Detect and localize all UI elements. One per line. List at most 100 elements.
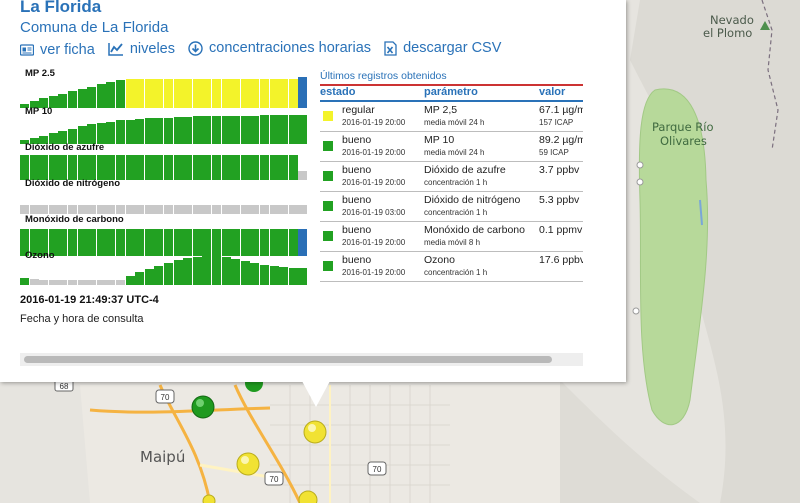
ver-ficha-link[interactable]: ver ficha [20, 42, 95, 58]
hour-bar[interactable] [58, 280, 68, 285]
hour-bar[interactable] [48, 280, 58, 285]
hour-bar[interactable] [221, 205, 231, 214]
hour-bar[interactable] [39, 229, 49, 256]
hour-bar[interactable] [135, 79, 145, 108]
hour-bar[interactable] [96, 205, 106, 214]
descargar-csv-link[interactable]: descargar CSV [384, 40, 501, 56]
hour-bar[interactable] [20, 229, 29, 256]
hour-bar[interactable] [125, 120, 135, 144]
hour-bar[interactable] [125, 155, 135, 180]
hour-bar[interactable] [96, 123, 106, 144]
hour-bar[interactable] [269, 155, 279, 180]
hour-bar[interactable] [144, 118, 154, 144]
hour-bar[interactable] [231, 155, 241, 180]
hour-bar[interactable] [260, 155, 269, 180]
hour-bar[interactable] [202, 256, 212, 285]
hour-bar[interactable] [29, 205, 39, 214]
hour-bar[interactable] [87, 205, 97, 214]
hour-bar[interactable] [116, 120, 125, 144]
hour-bar[interactable] [106, 229, 116, 256]
concentraciones-horarias-link[interactable]: concentraciones horarias [188, 40, 371, 56]
hour-bar[interactable] [298, 268, 308, 285]
hour-bar[interactable] [96, 155, 106, 180]
hour-bar[interactable] [58, 155, 68, 180]
hour-bar[interactable] [240, 116, 250, 144]
hour-bar[interactable] [135, 229, 145, 256]
hour-bar[interactable] [288, 268, 298, 285]
hour-bar[interactable] [240, 79, 250, 108]
hour-bar[interactable] [48, 205, 58, 214]
hour-bar[interactable] [48, 133, 58, 144]
hour-bar[interactable] [250, 229, 260, 256]
hour-bar[interactable] [183, 79, 193, 108]
hour-bar[interactable] [298, 77, 308, 108]
hour-bar[interactable] [144, 155, 154, 180]
hour-bar[interactable] [231, 116, 241, 144]
hour-bar[interactable] [240, 261, 250, 285]
hour-bar[interactable] [279, 205, 289, 214]
hour-bar[interactable] [87, 229, 97, 256]
hour-bar[interactable] [39, 136, 49, 144]
hour-bar[interactable] [68, 229, 77, 256]
hour-bar[interactable] [77, 155, 87, 180]
hour-bar[interactable] [240, 229, 250, 256]
hour-bar[interactable] [250, 155, 260, 180]
hour-bar[interactable] [68, 155, 77, 180]
hour-bar[interactable] [20, 205, 29, 214]
hour-bar[interactable] [221, 229, 231, 256]
hour-bar[interactable] [279, 115, 289, 144]
hour-bar[interactable] [135, 205, 145, 214]
hour-bar[interactable] [77, 89, 87, 108]
hour-bar[interactable] [116, 205, 125, 214]
hour-bar[interactable] [164, 205, 173, 214]
hour-bar[interactable] [106, 82, 116, 108]
hour-bar[interactable] [106, 155, 116, 180]
hour-bar[interactable] [20, 140, 29, 144]
hour-bar[interactable] [154, 266, 164, 285]
hour-bar[interactable] [48, 96, 58, 108]
hour-bar[interactable] [173, 205, 183, 214]
hour-bar[interactable] [96, 229, 106, 256]
hour-bar[interactable] [87, 280, 97, 285]
hour-bar[interactable] [164, 79, 173, 108]
hour-bar[interactable] [221, 257, 231, 285]
hour-bar[interactable] [183, 258, 193, 285]
hour-bar[interactable] [298, 171, 308, 180]
hour-bar[interactable] [173, 260, 183, 285]
niveles-link[interactable]: niveles [108, 41, 175, 57]
hour-bar[interactable] [221, 116, 231, 144]
hour-bar[interactable] [202, 155, 212, 180]
hour-bar[interactable] [116, 155, 125, 180]
hour-bar[interactable] [87, 87, 97, 108]
hour-bar[interactable] [68, 205, 77, 214]
hour-bar[interactable] [298, 229, 308, 256]
hour-bar[interactable] [135, 272, 145, 285]
hour-bar[interactable] [279, 79, 289, 108]
hour-bar[interactable] [116, 229, 125, 256]
hour-bar[interactable] [202, 229, 212, 256]
hour-bar[interactable] [192, 229, 202, 256]
hour-bar[interactable] [29, 279, 39, 285]
hour-bar[interactable] [144, 205, 154, 214]
hour-bar[interactable] [221, 155, 231, 180]
hour-bar[interactable] [279, 267, 289, 285]
hour-bar[interactable] [20, 155, 29, 180]
hour-bar[interactable] [154, 118, 164, 144]
hour-bar[interactable] [250, 79, 260, 108]
hour-bar[interactable] [250, 205, 260, 214]
hour-bar[interactable] [58, 229, 68, 256]
hour-bar[interactable] [77, 126, 87, 144]
hour-bar[interactable] [269, 115, 279, 144]
hour-bar[interactable] [135, 155, 145, 180]
hour-bar[interactable] [39, 280, 49, 285]
hour-bar[interactable] [231, 79, 241, 108]
hour-bar[interactable] [87, 124, 97, 144]
hour-bar[interactable] [240, 205, 250, 214]
hour-bar[interactable] [192, 155, 202, 180]
hour-bar[interactable] [125, 79, 135, 108]
hour-bar[interactable] [288, 229, 298, 256]
hour-bar[interactable] [260, 229, 269, 256]
hour-bar[interactable] [183, 117, 193, 144]
hour-bar[interactable] [154, 155, 164, 180]
hour-bar[interactable] [29, 138, 39, 144]
